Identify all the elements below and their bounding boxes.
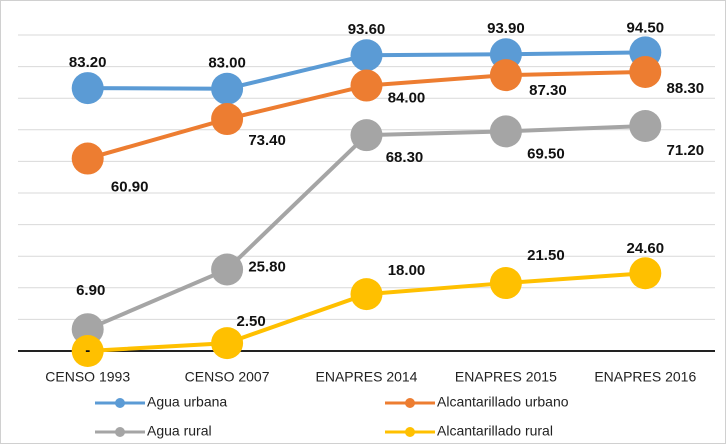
legend-label: Alcantarillado urbano [437, 394, 569, 410]
value-label: 84.00 [388, 90, 426, 107]
value-label: 88.30 [667, 80, 705, 97]
value-label: 18.00 [388, 262, 426, 279]
point [489, 267, 522, 300]
legend-label: Alcantarillado rural [437, 423, 553, 439]
value-label: 2.50 [236, 313, 265, 330]
value-label: 87.30 [529, 82, 567, 99]
legend-marker [405, 427, 415, 437]
point [629, 257, 662, 290]
point [629, 55, 662, 88]
value-label: 68.30 [386, 149, 424, 166]
value-label: 83.00 [208, 55, 246, 72]
value-label: - [85, 342, 90, 359]
x-tick-label: ENAPRES 2014 [316, 369, 418, 385]
point [71, 72, 104, 105]
point [629, 110, 662, 143]
point [350, 39, 383, 72]
value-label: 83.20 [69, 54, 107, 71]
point [350, 69, 383, 102]
value-label: 60.90 [111, 179, 149, 196]
legend-label: Agua rural [147, 423, 212, 439]
point [71, 142, 104, 175]
legend-marker [405, 398, 415, 408]
value-label: 94.50 [627, 19, 665, 36]
x-tick-label: ENAPRES 2015 [455, 369, 557, 385]
point [211, 253, 244, 286]
point [350, 119, 383, 152]
value-label: 25.80 [248, 258, 286, 275]
value-label: 73.40 [248, 132, 286, 149]
point [211, 327, 244, 360]
legend-label: Agua urbana [147, 394, 227, 410]
value-label: 93.60 [348, 21, 386, 38]
value-label: 71.20 [667, 142, 705, 159]
value-label: 93.90 [487, 20, 525, 37]
point [489, 59, 522, 92]
value-label: 24.60 [627, 240, 665, 257]
value-label: 21.50 [527, 247, 565, 264]
point [211, 72, 244, 105]
x-tick-label: ENAPRES 2016 [594, 369, 696, 385]
point [71, 335, 104, 367]
x-tick-label: CENSO 2007 [185, 369, 270, 385]
legend-marker [115, 398, 125, 408]
value-label: 69.50 [527, 145, 565, 162]
point [350, 278, 383, 311]
point [489, 115, 522, 148]
point [211, 103, 244, 136]
legend-marker [115, 427, 125, 437]
x-tick-label: CENSO 1993 [45, 369, 130, 385]
value-label: 6.90 [76, 282, 105, 299]
